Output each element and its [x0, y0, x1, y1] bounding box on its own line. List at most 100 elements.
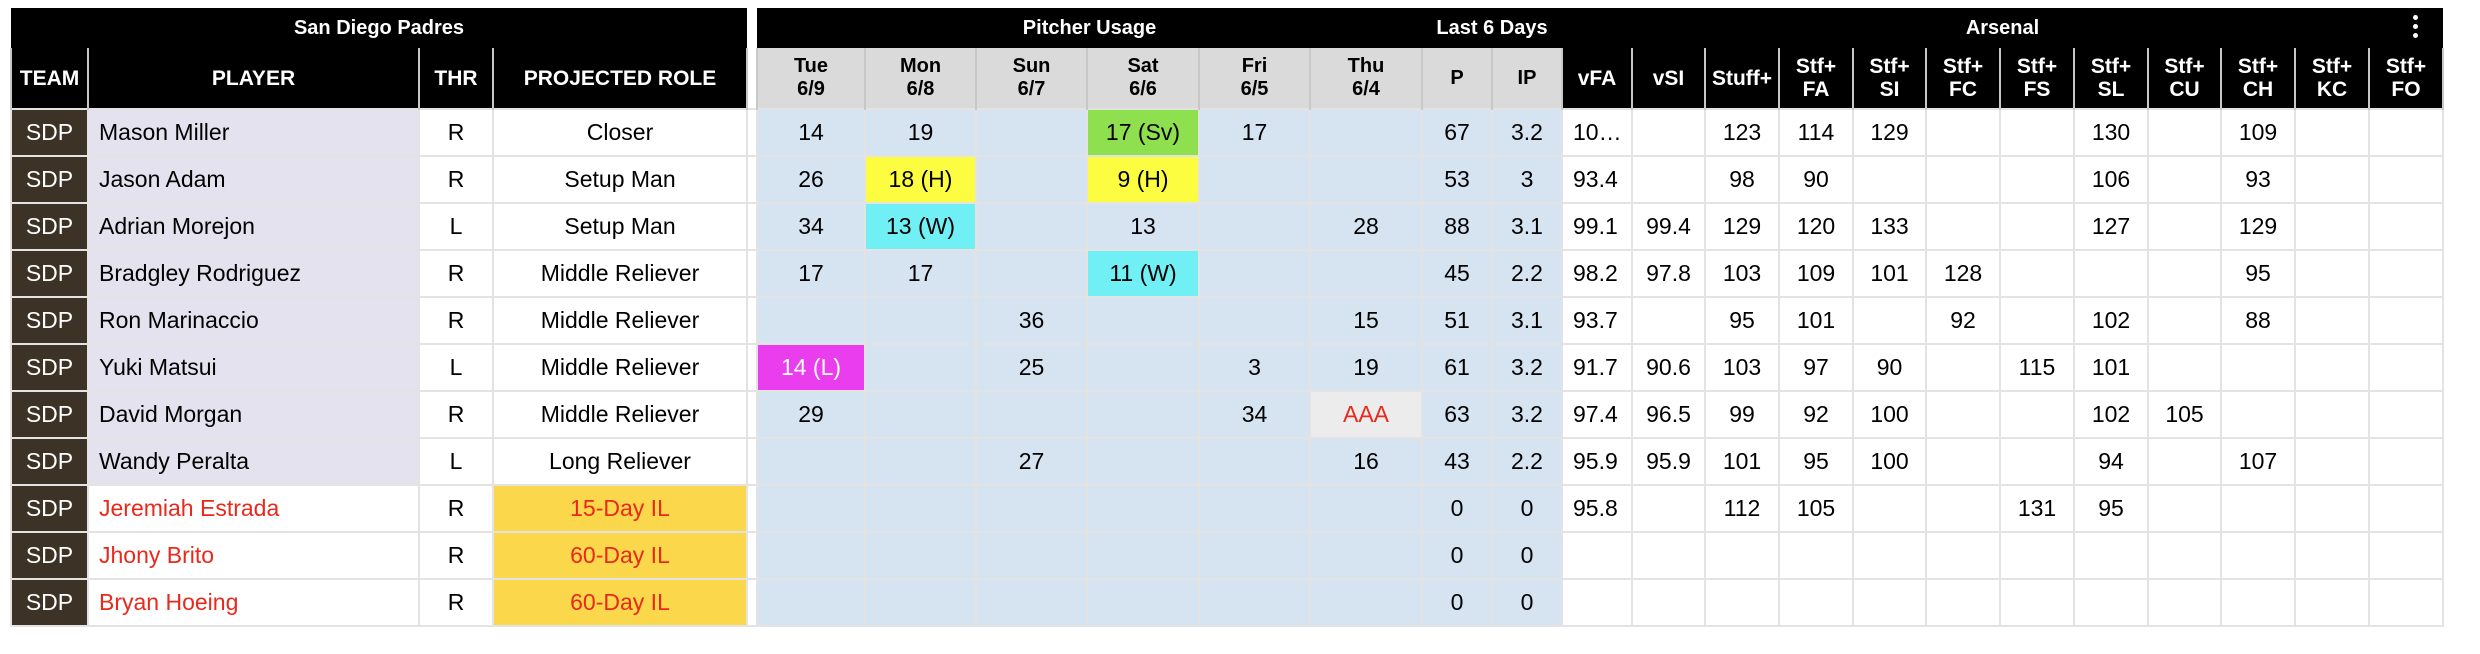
- team-badge: SDP: [10, 437, 89, 486]
- header-stfplus-si-text: SI: [1879, 78, 1900, 101]
- pitcher-row[interactable]: SDP David Morgan R Middle Reliever 29 34 AAA 63…: [10, 390, 2444, 439]
- usage-cell-tue: 29: [756, 390, 866, 439]
- header-vfa[interactable]: vFA: [1561, 48, 1633, 109]
- player-name-link[interactable]: Jason Adam: [87, 155, 420, 204]
- arsenal-stfplus-si-cell: [1852, 155, 1927, 204]
- pitches-cell: 0: [1421, 531, 1493, 580]
- pitcher-row[interactable]: SDP Mason Miller R Closer 14 19 17 (Sv) 17 67 3.2…: [10, 108, 2444, 157]
- header-stfplus-fs[interactable]: Stf+ FS: [1999, 48, 2075, 109]
- arsenal-stfplus-sl-cell: 130: [2073, 108, 2149, 157]
- player-name-link[interactable]: David Morgan: [87, 390, 420, 439]
- pitcher-row[interactable]: SDP Wandy Peralta L Long Reliever 27 16 43 2.2 9…: [10, 437, 2444, 486]
- arsenal-stfplus-fc-cell: [1925, 390, 2001, 439]
- header-day-sat[interactable]: Sat 6/6: [1086, 48, 1200, 109]
- header-stfplus-si[interactable]: Stf+ SI: [1852, 48, 1927, 109]
- arsenal-stfplus-cu-cell: [2147, 437, 2222, 486]
- arsenal-vfa-cell: 93.7: [1561, 296, 1633, 345]
- usage-cell-tue: 34: [756, 202, 866, 251]
- header-stfplus-fo-text: FO: [2391, 78, 2421, 101]
- projected-role-cell: Middle Reliever: [492, 249, 748, 298]
- pitcher-row[interactable]: SDP Ron Marinaccio R Middle Reliever 36 15 51 3…: [10, 296, 2444, 345]
- header-stfplus-fa[interactable]: Stf+ FA: [1778, 48, 1854, 109]
- usage-cell-sun: [975, 155, 1088, 204]
- throws-cell: R: [418, 296, 494, 345]
- team-badge: SDP: [10, 155, 89, 204]
- header-day-mon[interactable]: Mon 6/8: [864, 48, 977, 109]
- arsenal-stfplus-cu-cell: [2147, 343, 2222, 392]
- usage-cell-thu: AAA: [1309, 390, 1423, 439]
- arsenal-stuffplus-cell: 95: [1704, 296, 1780, 345]
- arsenal-stfplus-si-cell: 90: [1852, 343, 1927, 392]
- pitcher-row[interactable]: SDP Jason Adam R Setup Man 26 18 (H) 9 (H) 53 3 9…: [10, 155, 2444, 204]
- usage-cell-sat: 9 (H): [1086, 155, 1200, 204]
- player-name-link[interactable]: Adrian Morejon: [87, 202, 420, 251]
- arsenal-vsi-cell: [1631, 578, 1706, 627]
- header-throws[interactable]: THR: [418, 48, 494, 109]
- header-stfplus-cu[interactable]: Stf+ CU: [2147, 48, 2222, 109]
- arsenal-vsi-cell: 97.8: [1631, 249, 1706, 298]
- player-name-link[interactable]: Ron Marinaccio: [87, 296, 420, 345]
- header-stfplus-kc[interactable]: Stf+ KC: [2294, 48, 2370, 109]
- pitcher-row[interactable]: SDP Bryan Hoeing R 60-Day IL 0 0: [10, 578, 2444, 627]
- arsenal-stfplus-ch-cell: [2220, 531, 2296, 580]
- column-gap: [747, 48, 757, 109]
- arsenal-stfplus-fc-cell: [1925, 343, 2001, 392]
- usage-cell-mon: [864, 296, 977, 345]
- header-stfplus-fo[interactable]: Stf+ FO: [2368, 48, 2444, 109]
- usage-cell-sat: [1086, 437, 1200, 486]
- header-team[interactable]: TEAM: [10, 48, 89, 109]
- arsenal-vsi-cell: [1631, 155, 1706, 204]
- header-ip[interactable]: IP: [1491, 48, 1563, 109]
- header-p[interactable]: P: [1421, 48, 1493, 109]
- pitcher-row[interactable]: SDP Bradgley Rodriguez R Middle Reliever 17 1…: [10, 249, 2444, 298]
- player-name-link[interactable]: Yuki Matsui: [87, 343, 420, 392]
- usage-cell-sat: 11 (W): [1086, 249, 1200, 298]
- group-header-row: San Diego Padres Pitcher Usage Last 6 Da…: [11, 8, 2443, 48]
- player-name-link[interactable]: Wandy Peralta: [87, 437, 420, 486]
- header-day-sun[interactable]: Sun 6/7: [975, 48, 1088, 109]
- usage-cell-tue: [756, 437, 866, 486]
- player-name-link[interactable]: Mason Miller: [87, 108, 420, 157]
- header-vsi[interactable]: vSI: [1631, 48, 1706, 109]
- usage-cell-tue: [756, 484, 866, 533]
- innings-cell: 0: [1491, 531, 1563, 580]
- arsenal-stfplus-cu-cell: [2147, 249, 2222, 298]
- header-stuffplus[interactable]: Stuff+: [1704, 48, 1780, 109]
- header-stfplus-fc-text: Stf+: [1942, 55, 1984, 78]
- arsenal-stuffplus-cell: 123: [1704, 108, 1780, 157]
- player-name-link[interactable]: Jeremiah Estrada: [87, 484, 420, 533]
- header-stfplus-sl[interactable]: Stf+ SL: [2073, 48, 2149, 109]
- header-day-tue[interactable]: Tue 6/9: [756, 48, 866, 109]
- player-name-link[interactable]: Jhony Brito: [87, 531, 420, 580]
- pitches-cell: 45: [1421, 249, 1493, 298]
- more-options-icon[interactable]: [2409, 15, 2421, 41]
- innings-cell: 2.2: [1491, 437, 1563, 486]
- pitcher-row[interactable]: SDP Adrian Morejon L Setup Man 34 13 (W) 13 28 8…: [10, 202, 2444, 251]
- arsenal-stuffplus-cell: [1704, 531, 1780, 580]
- header-day-thu[interactable]: Thu 6/4: [1309, 48, 1423, 109]
- header-day-fri[interactable]: Fri 6/5: [1198, 48, 1311, 109]
- usage-cell-fri: [1198, 437, 1311, 486]
- arsenal-stfplus-kc-cell: [2294, 390, 2370, 439]
- header-player[interactable]: PLAYER: [87, 48, 420, 109]
- arsenal-stfplus-fs-cell: [1999, 531, 2075, 580]
- arsenal-stfplus-kc-cell: [2294, 202, 2370, 251]
- bullpen-usage-table: San Diego Padres Pitcher Usage Last 6 Da…: [10, 8, 2444, 627]
- arsenal-stfplus-fa-cell: [1778, 531, 1854, 580]
- header-projected-role[interactable]: PROJECTED ROLE: [492, 48, 748, 109]
- arsenal-group-title: Arsenal: [1965, 16, 2040, 39]
- header-day-fri-text: 6/5: [1240, 78, 1269, 100]
- arsenal-stfplus-sl-cell: [2073, 531, 2149, 580]
- header-stfplus-fc[interactable]: Stf+ FC: [1925, 48, 2001, 109]
- player-name-link[interactable]: Bryan Hoeing: [87, 578, 420, 627]
- player-name-link[interactable]: Bradgley Rodriguez: [87, 249, 420, 298]
- arsenal-stfplus-sl-cell: 95: [2073, 484, 2149, 533]
- usage-cell-fri: [1198, 155, 1311, 204]
- pitcher-row[interactable]: SDP Jeremiah Estrada R 15-Day IL 0 0 95.8 112 10…: [10, 484, 2444, 533]
- arsenal-stfplus-fa-cell: 95: [1778, 437, 1854, 486]
- header-day-tue-text: Tue: [793, 55, 829, 77]
- pitcher-row[interactable]: SDP Yuki Matsui L Middle Reliever 14 (L) 25 3 1…: [10, 343, 2444, 392]
- header-stfplus-ch[interactable]: Stf+ CH: [2220, 48, 2296, 109]
- pitcher-row[interactable]: SDP Jhony Brito R 60-Day IL 0 0: [10, 531, 2444, 580]
- arsenal-stfplus-fo-cell: [2368, 531, 2444, 580]
